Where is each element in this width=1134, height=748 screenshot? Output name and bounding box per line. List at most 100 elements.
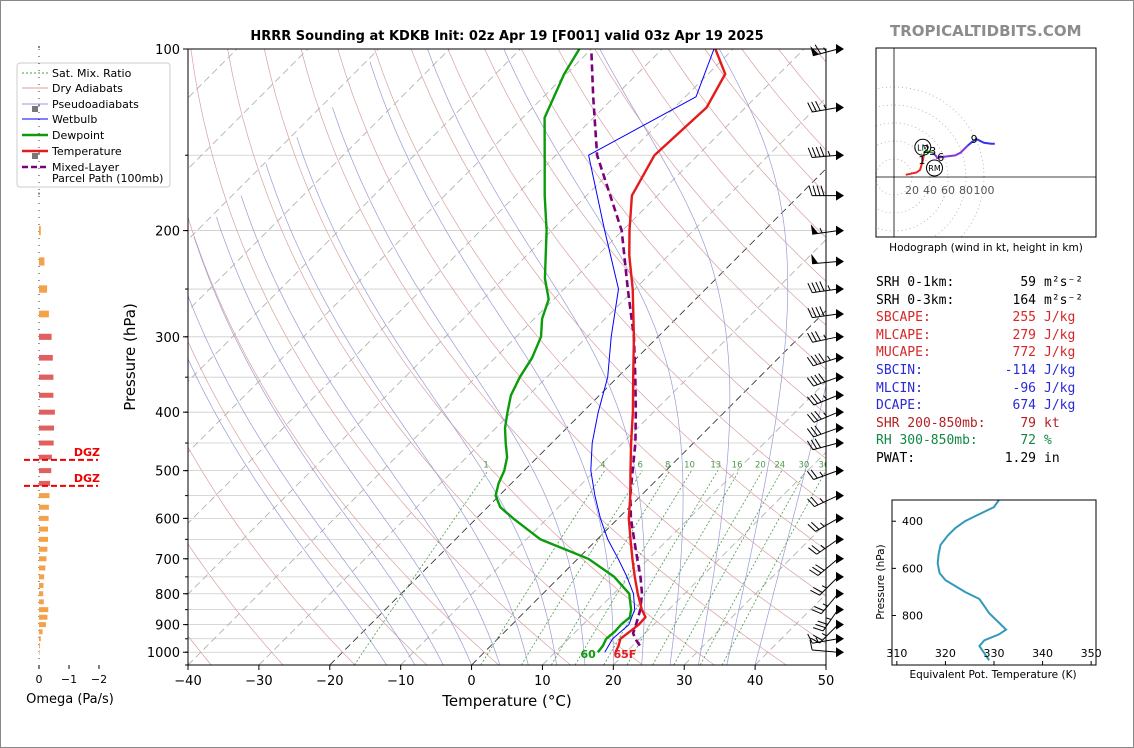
mixing-ratio-label: 20 [755, 461, 766, 471]
wind-barb [813, 604, 844, 632]
barb-full [811, 282, 817, 293]
hodo-ring-label: 40 [923, 184, 937, 197]
mixing-ratio-line [652, 470, 763, 665]
temperature-line [614, 49, 727, 653]
ytick-label: 1000 [147, 646, 180, 661]
index-value: 164 [1012, 292, 1036, 308]
theta-xtick-label: 320 [935, 647, 956, 660]
dry-adiabat [557, 49, 826, 370]
index-value: 1.29 [1004, 451, 1036, 466]
barb-full [819, 306, 825, 317]
omega-bar [39, 526, 48, 532]
chart-title: HRRR Sounding at KDKB Init: 02z Apr 19 [… [250, 29, 763, 44]
moist-adiabat [599, 49, 731, 665]
barb-half [823, 334, 827, 340]
omega-bar [39, 257, 45, 266]
omega-bar [39, 536, 48, 542]
barb-marker [836, 633, 844, 644]
xtick-label: −30 [245, 674, 272, 689]
barb-full [815, 281, 821, 292]
index-unit: J/kg [1044, 345, 1076, 361]
index-value: 59 [1020, 275, 1036, 290]
dry-adiabat [300, 49, 787, 665]
barb-full [810, 395, 818, 404]
isotherm-line [188, 49, 592, 453]
barb-full [807, 282, 813, 293]
barb-marker [836, 423, 844, 434]
omega-bar [38, 46, 40, 48]
hodo-trace [905, 155, 925, 176]
wind-barb [807, 281, 844, 295]
barb-full [807, 498, 815, 507]
ytick-label: 700 [155, 553, 180, 568]
barb-full [814, 410, 822, 420]
legend-label: Pseudoadiabats [52, 98, 139, 111]
index-value: 72 [1020, 433, 1036, 449]
mixing-ratio-line [480, 470, 606, 665]
omega-bar [39, 468, 52, 474]
hodo-ring-label: 60 [941, 184, 955, 197]
index-label: PWAT: [876, 451, 916, 466]
moist-adiabat [188, 358, 387, 665]
barb-staff [812, 649, 839, 653]
wind-barb [808, 185, 844, 201]
legend: Sat. Mix. Ratio Dry Adiabats Pseudoadiabat… [16, 62, 171, 188]
mixing-ratio-line [626, 470, 740, 665]
index-unit: m²s⁻² [1044, 292, 1084, 308]
barb-marker [836, 225, 844, 236]
barb-full [806, 396, 815, 406]
barb-marker [836, 309, 844, 320]
barb-staff [815, 517, 839, 532]
mixing-ratio-line [673, 470, 783, 665]
wind-barb [806, 352, 844, 367]
wind-barb [807, 306, 844, 320]
mixing-ratio-label: 6 [637, 461, 642, 471]
omega-bar [39, 636, 41, 642]
barb-full [814, 606, 825, 612]
wind-barb [806, 438, 844, 451]
barb-full [820, 185, 825, 196]
isotherm-line [613, 451, 826, 665]
omega-bar [39, 565, 46, 571]
omega-bar [39, 310, 49, 318]
barb-full [811, 545, 821, 553]
barb-half [819, 471, 824, 477]
dry-adiabat [447, 49, 826, 505]
barb-staff [820, 593, 839, 614]
barb-half [821, 633, 827, 637]
mixing-ratio-label: 24 [774, 461, 785, 471]
wind-barb [811, 588, 844, 615]
barb-staff [813, 357, 839, 367]
barb-full [806, 356, 814, 367]
xtick-label: 0 [467, 674, 475, 689]
moist-adiabat [503, 49, 684, 665]
mixing-ratio-line [521, 470, 643, 665]
barb-full [810, 376, 818, 386]
ytick-label: 600 [155, 512, 180, 527]
index-label: SBCIN: [876, 363, 923, 378]
ytick-label: 500 [155, 465, 180, 480]
omega-bar [39, 607, 49, 613]
xtick-label: 30 [676, 674, 693, 689]
hodo-frame [875, 47, 1097, 238]
mixing-ratio-line [721, 470, 826, 665]
moist-adiabat [265, 163, 529, 665]
omega-bar [39, 225, 41, 236]
barb-full [808, 547, 818, 555]
wind-barb [807, 490, 844, 508]
barb-full [815, 306, 821, 317]
barb-full [810, 412, 819, 422]
hodo-caption: Hodograph (wind in kt, height in km) [889, 242, 1083, 254]
moist-adiabat [240, 195, 501, 665]
legend-label: Sat. Mix. Ratio [52, 67, 132, 80]
wind-barb [811, 253, 844, 267]
barb-full [815, 146, 821, 157]
barb-marker [836, 331, 844, 342]
barb-half [815, 637, 819, 643]
moist-adiabat [193, 236, 444, 665]
barb-full [807, 102, 813, 113]
omega-tick-label: −1 [61, 673, 77, 686]
omega-bar [39, 556, 47, 562]
barb-full [812, 566, 822, 574]
